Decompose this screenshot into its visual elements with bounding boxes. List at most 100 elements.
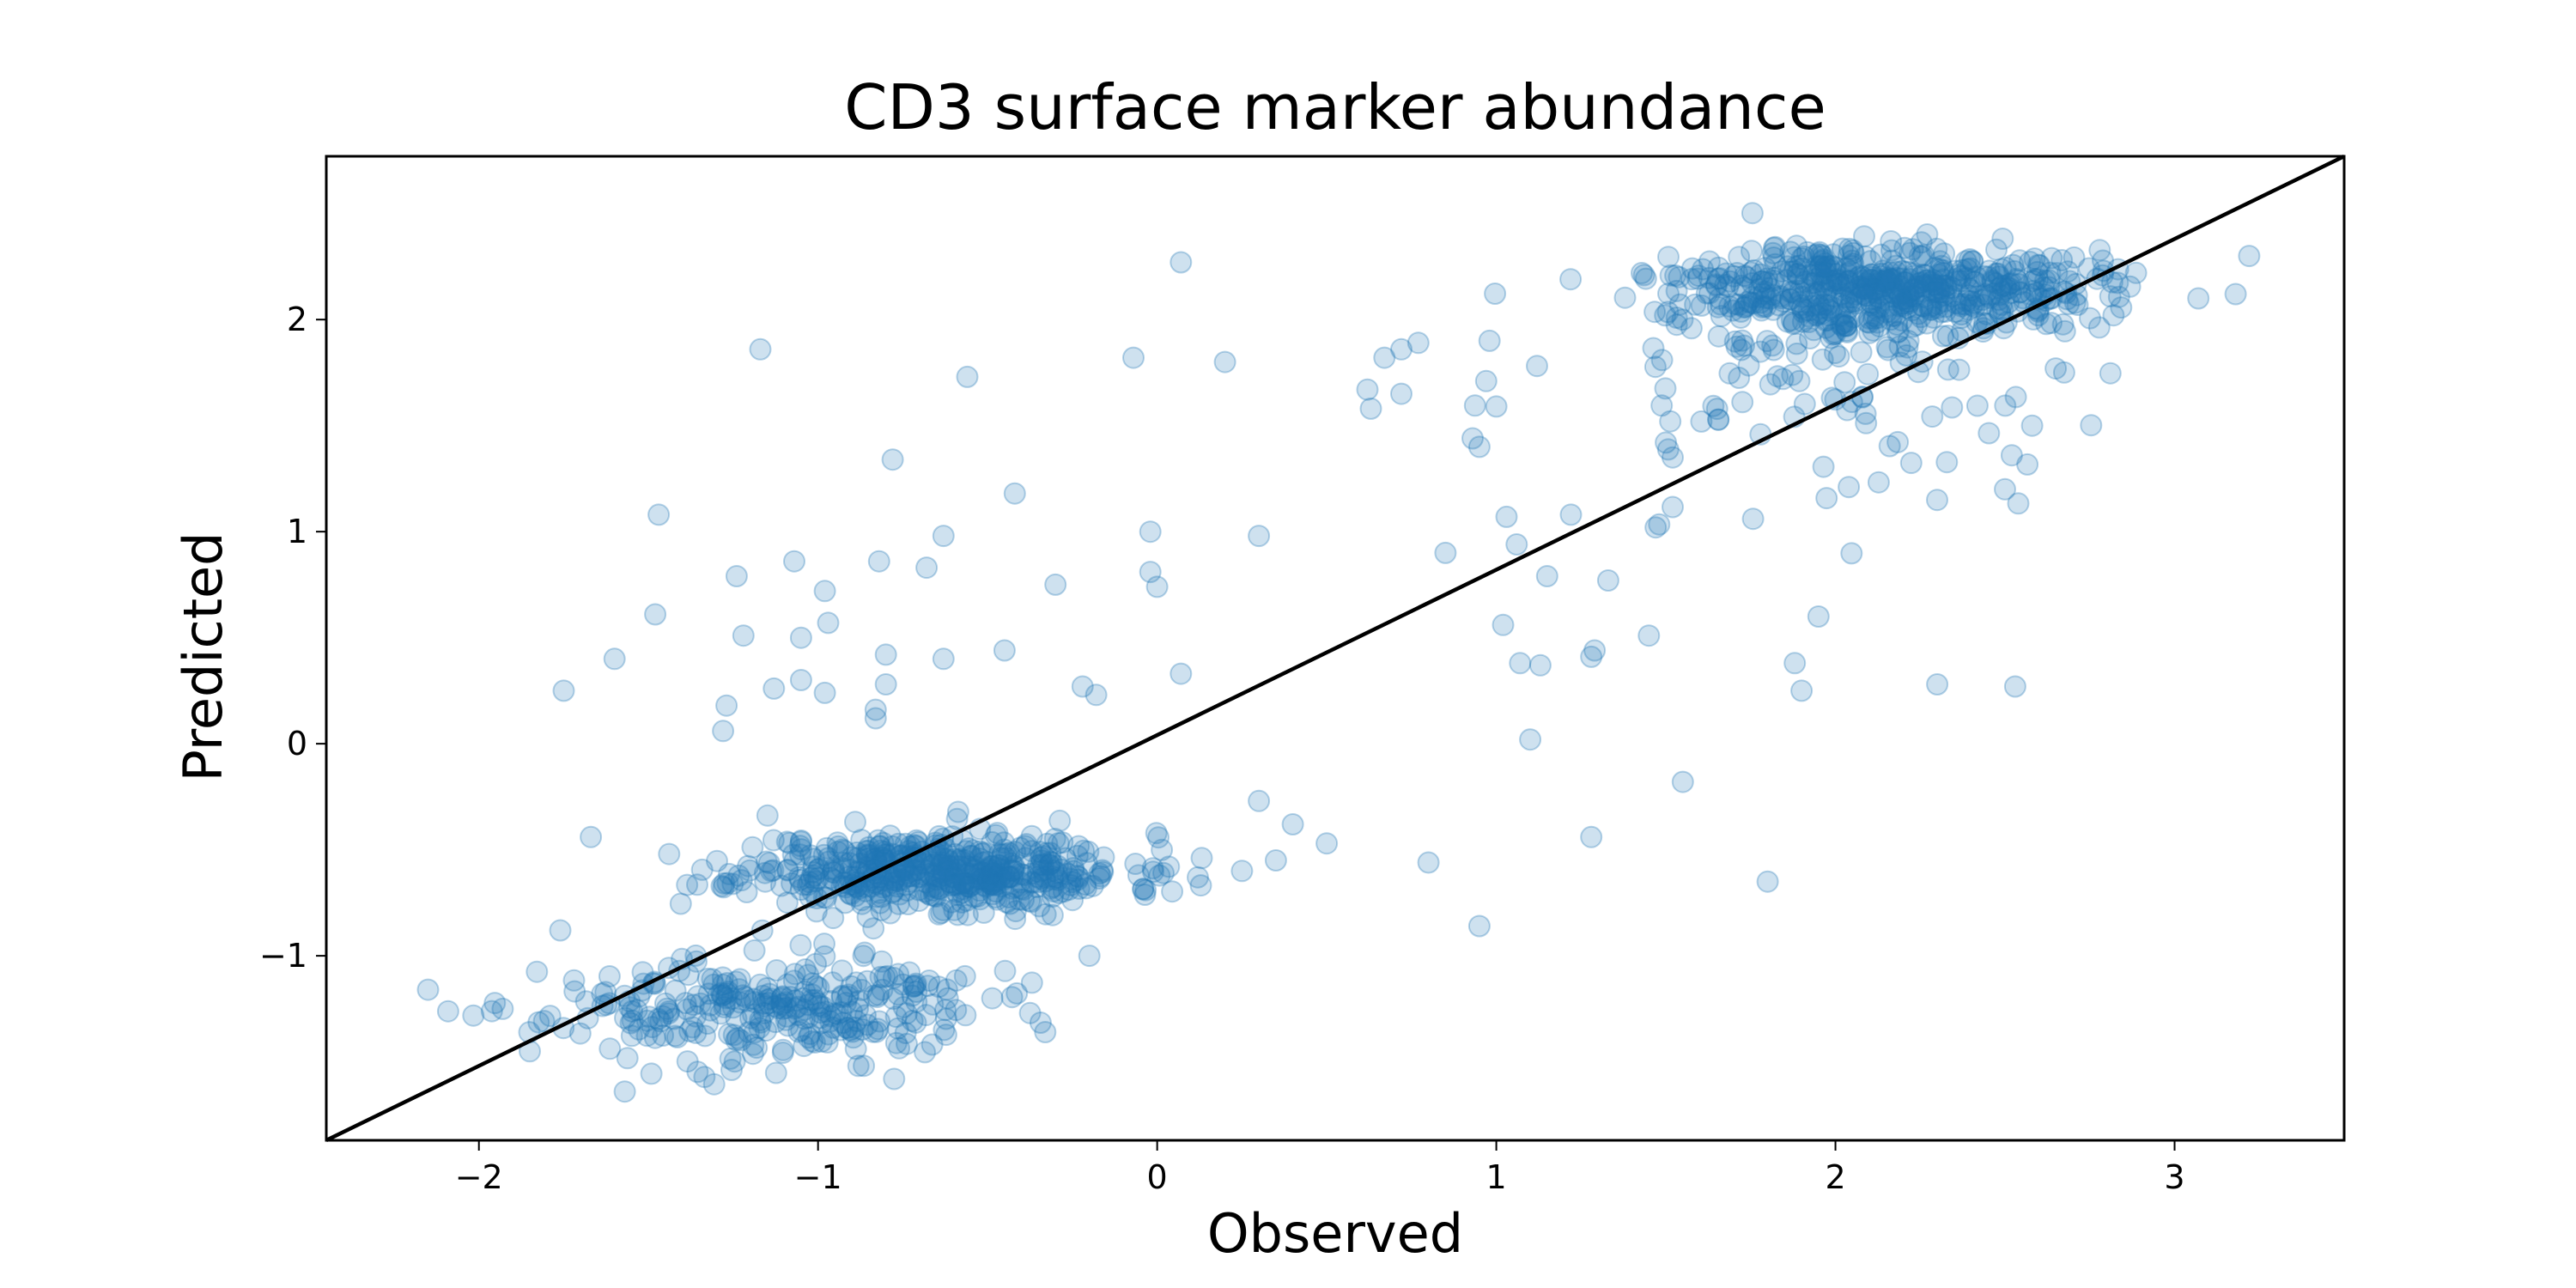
data-point <box>1944 259 1967 283</box>
data-point <box>976 859 999 882</box>
data-point <box>652 1024 675 1047</box>
data-point <box>1918 296 1941 319</box>
data-point <box>748 1017 771 1040</box>
data-point <box>805 952 828 975</box>
data-point <box>1852 277 1875 301</box>
data-point <box>994 842 1018 866</box>
data-point <box>1665 279 1688 302</box>
data-point <box>887 963 910 986</box>
data-point <box>966 884 989 908</box>
data-point <box>1161 880 1184 903</box>
data-point <box>790 838 813 861</box>
data-point <box>760 860 783 883</box>
data-point <box>949 855 972 878</box>
data-point <box>1754 270 1777 294</box>
data-point <box>1994 394 2017 417</box>
data-point <box>1657 246 1680 269</box>
data-point <box>620 1024 643 1048</box>
data-point <box>1879 261 1901 284</box>
data-point <box>976 867 999 890</box>
data-point <box>938 854 961 878</box>
data-point <box>715 982 738 1005</box>
data-point <box>1091 860 1115 884</box>
data-point <box>857 840 880 863</box>
data-point <box>771 1042 794 1064</box>
data-point <box>819 1005 842 1028</box>
data-point <box>951 870 975 893</box>
data-point <box>789 626 812 649</box>
data-point <box>810 1030 833 1053</box>
data-point <box>1881 286 1905 309</box>
data-point <box>1702 394 1725 417</box>
data-point <box>1818 298 1841 321</box>
data-point <box>1671 308 1694 331</box>
data-point <box>890 868 914 891</box>
data-point <box>931 854 954 877</box>
data-point <box>881 881 904 904</box>
data-point <box>927 878 950 901</box>
data-point <box>1901 278 1924 301</box>
data-point <box>1909 306 1932 329</box>
data-point <box>1637 624 1661 647</box>
data-point <box>1042 868 1065 890</box>
data-point <box>725 1007 748 1030</box>
data-point <box>1884 254 1907 277</box>
data-point <box>702 973 726 996</box>
data-point <box>883 869 906 892</box>
data-point <box>1775 269 1798 292</box>
data-point <box>771 985 794 1008</box>
data-point <box>1923 257 1947 279</box>
data-point <box>721 872 744 896</box>
data-point <box>2038 261 2062 284</box>
data-point <box>1882 283 1905 306</box>
data-point <box>868 835 891 858</box>
data-point <box>970 860 993 884</box>
data-point <box>858 843 881 866</box>
data-point <box>800 983 823 1006</box>
data-point <box>918 969 941 992</box>
data-point <box>1141 857 1164 880</box>
data-point <box>1793 392 1816 416</box>
data-point <box>769 987 793 1011</box>
data-point <box>932 525 955 548</box>
data-point <box>830 959 854 982</box>
data-point <box>1662 446 1684 469</box>
data-point <box>1722 299 1744 322</box>
data-point <box>1710 293 1732 316</box>
data-point <box>2079 307 2101 330</box>
data-point <box>914 1004 938 1027</box>
data-point <box>869 965 892 988</box>
data-point <box>985 865 1008 888</box>
data-point <box>1014 835 1036 858</box>
data-point <box>1817 255 1840 278</box>
data-point <box>2007 492 2030 515</box>
data-point <box>884 866 907 890</box>
data-point <box>855 969 878 993</box>
data-point <box>971 861 994 884</box>
data-point <box>902 975 926 998</box>
data-point <box>2035 313 2058 336</box>
data-point <box>1909 280 1932 302</box>
data-point <box>1875 269 1899 292</box>
data-point <box>896 866 919 889</box>
data-point <box>1799 263 1822 286</box>
data-point <box>982 872 1005 894</box>
data-point <box>1811 245 1834 268</box>
data-point <box>725 565 748 587</box>
data-point <box>841 1000 864 1024</box>
data-point <box>905 981 928 1003</box>
data-point <box>950 849 972 872</box>
data-point <box>931 851 954 874</box>
data-point <box>923 863 946 886</box>
data-point <box>998 866 1021 889</box>
data-point <box>1665 307 1688 329</box>
data-point <box>963 855 987 878</box>
data-point <box>714 987 738 1010</box>
data-point <box>781 872 804 895</box>
data-point <box>1934 274 1957 297</box>
data-point <box>1264 849 1287 872</box>
data-point <box>436 999 459 1023</box>
data-point <box>1869 262 1893 285</box>
data-point <box>1495 505 1518 528</box>
